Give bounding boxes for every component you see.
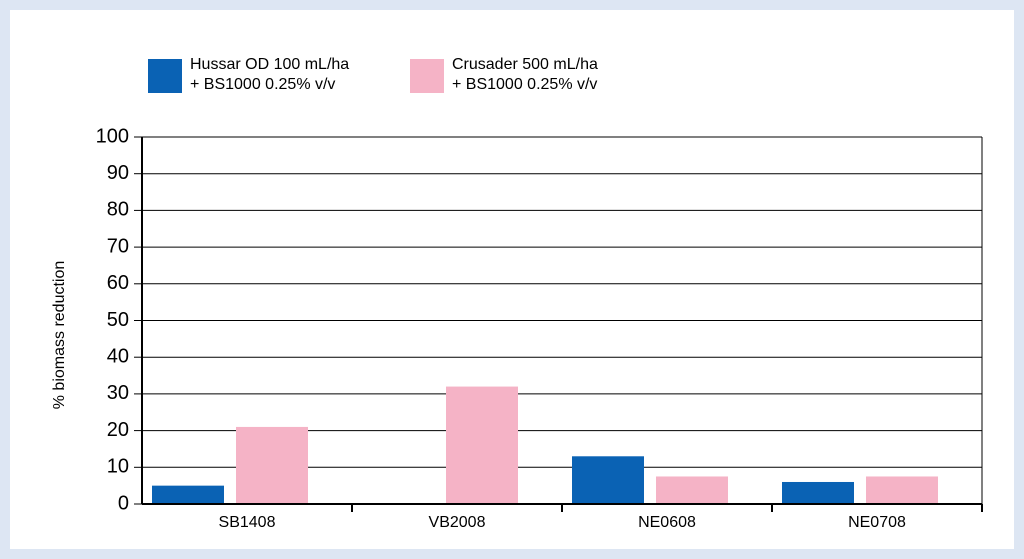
y-axis-label: % biomass reduction xyxy=(51,261,68,410)
legend-label: Hussar OD 100 mL/ha + BS1000 0.25% v/v xyxy=(190,56,350,93)
bar xyxy=(236,426,308,504)
y-tick-label: 50 xyxy=(107,309,129,331)
y-tick-label: 0 xyxy=(118,492,129,514)
legend-swatch xyxy=(410,59,444,93)
x-tick-label: SB1408 xyxy=(219,514,276,531)
y-tick-label: 80 xyxy=(107,199,129,221)
x-tick-label: VB2008 xyxy=(429,514,486,531)
legend-label: Crusader 500 mL/ha + BS1000 0.25% v/v xyxy=(452,56,598,93)
bar xyxy=(656,476,728,504)
x-tick-label: NE0708 xyxy=(848,514,906,531)
y-tick-label: 60 xyxy=(107,272,129,294)
legend-swatch xyxy=(148,59,182,93)
bar xyxy=(866,476,938,504)
bar xyxy=(782,481,854,504)
x-tick-label: NE0608 xyxy=(638,514,696,531)
y-tick-label: 100 xyxy=(96,125,129,147)
bar xyxy=(152,485,224,504)
y-tick-label: 30 xyxy=(107,382,129,404)
y-tick-label: 20 xyxy=(107,419,129,441)
bar xyxy=(572,456,644,504)
y-tick-label: 40 xyxy=(107,345,129,367)
y-tick-label: 70 xyxy=(107,235,129,257)
y-tick-label: 10 xyxy=(107,456,129,478)
y-tick-label: 90 xyxy=(107,162,129,184)
bar xyxy=(446,386,518,504)
